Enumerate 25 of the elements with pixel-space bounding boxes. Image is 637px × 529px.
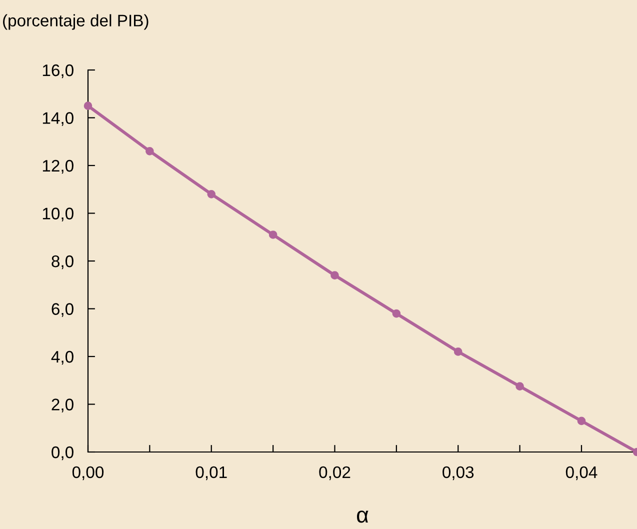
x-tick-label: 0,02 bbox=[319, 466, 350, 480]
y-tick-label: 16,0 bbox=[42, 64, 74, 78]
x-tick-label: 0,01 bbox=[196, 466, 227, 480]
point bbox=[392, 309, 401, 318]
point bbox=[454, 348, 462, 356]
x-axis-title: α bbox=[357, 510, 368, 523]
x-tick-label: 0,04 bbox=[566, 466, 598, 480]
point bbox=[577, 416, 586, 426]
point bbox=[207, 190, 216, 198]
point bbox=[84, 102, 92, 110]
x-tick-label: 0,03 bbox=[442, 466, 474, 480]
y-tick-label: 12,0 bbox=[42, 160, 74, 174]
y-tick-label: 10,0 bbox=[42, 208, 74, 222]
x-tick-label: 0,00 bbox=[72, 466, 104, 480]
point bbox=[516, 382, 524, 391]
y-tick-label: 0,0 bbox=[52, 446, 74, 460]
y-tick-label: 6,0 bbox=[52, 303, 74, 317]
y-tick-label: 2,0 bbox=[52, 398, 74, 412]
point bbox=[268, 230, 278, 239]
y-axis-title: (porcentaje del PIB) bbox=[3, 14, 148, 30]
point bbox=[330, 271, 339, 280]
point bbox=[146, 147, 154, 156]
y-tick-label: 4,0 bbox=[51, 350, 74, 365]
y-tick-label: 8,0 bbox=[52, 255, 74, 270]
y-tick-label: 14,0 bbox=[42, 112, 74, 126]
